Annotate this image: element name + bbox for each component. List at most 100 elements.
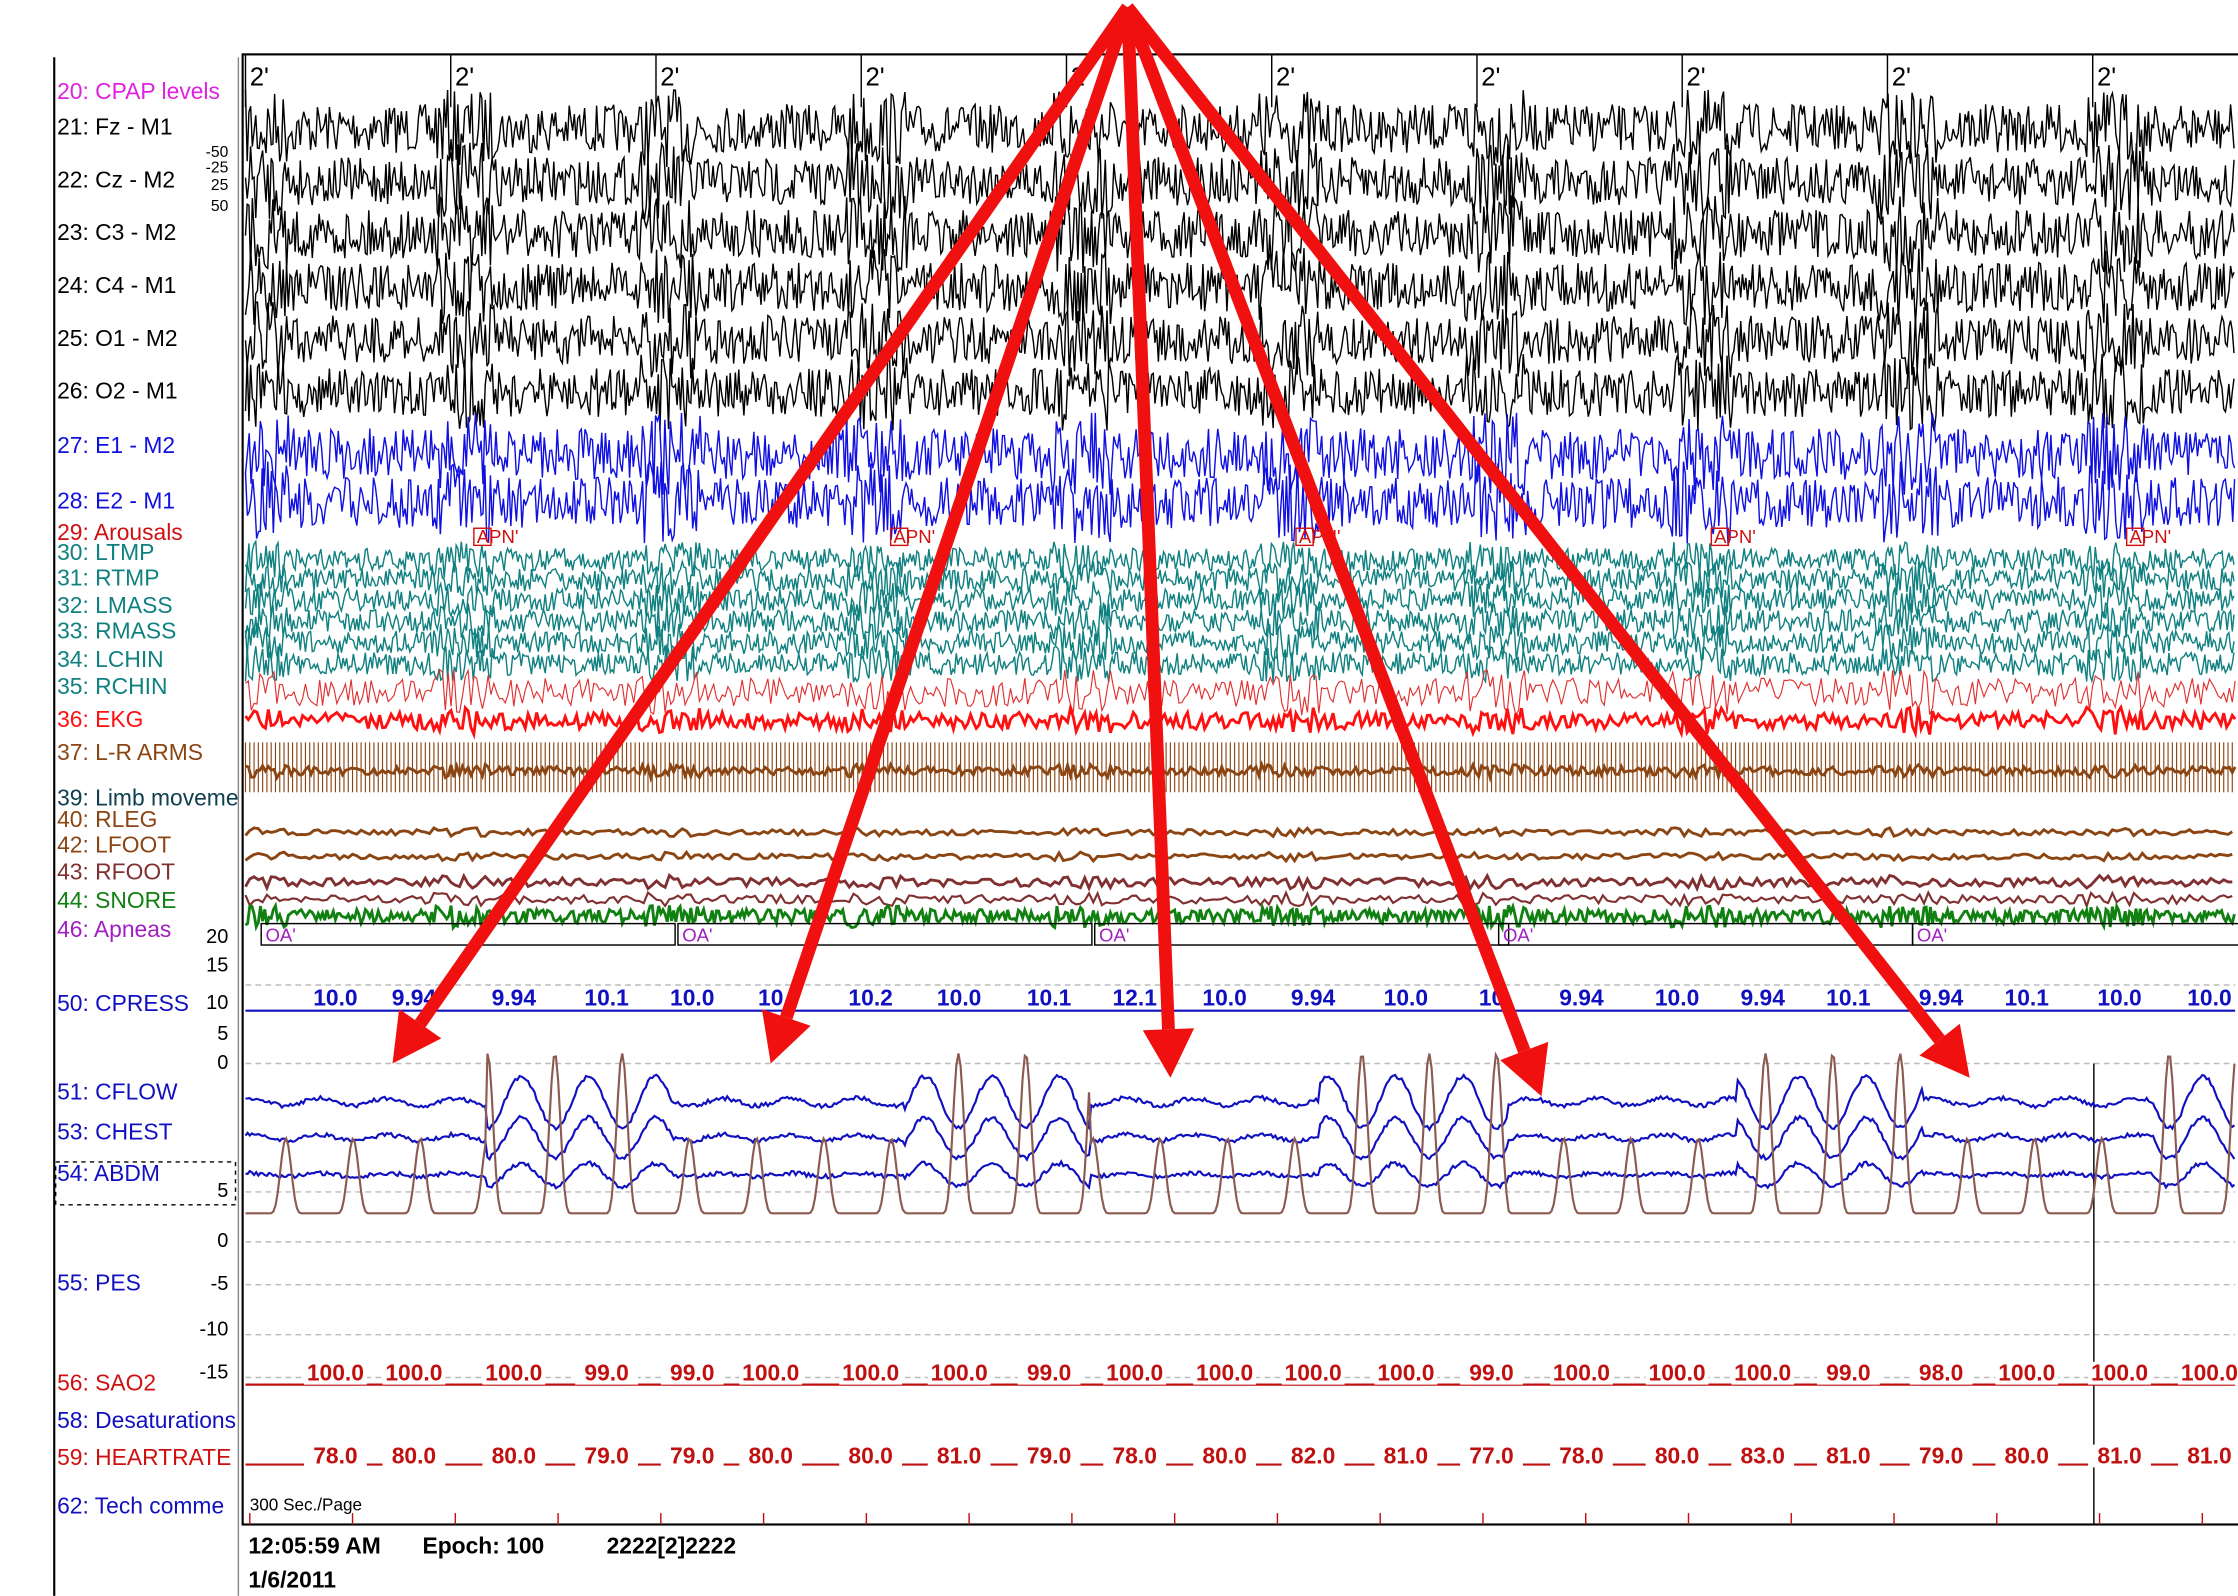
arrow-head: [1919, 1023, 1970, 1078]
arrow-shaft: [1121, 4, 1531, 1054]
time-mark: 2': [1892, 63, 1911, 91]
trace: [244, 459, 2236, 546]
scale-label: 0: [217, 1230, 228, 1252]
trace: [244, 643, 2235, 684]
trace: [244, 890, 2233, 910]
time-mark: 2': [250, 63, 269, 91]
channel-label: 30: LTMP: [57, 539, 154, 565]
value-bg: [1460, 1361, 1523, 1385]
cpress-value: 12.1: [1112, 984, 1157, 1010]
sao2-value: 99.0: [1027, 1360, 1071, 1386]
value-bg: [839, 1444, 903, 1468]
sao2-value: 100.0: [1106, 1360, 1163, 1386]
value-bg: [1645, 1361, 1709, 1385]
cpress-value: 10.0: [1655, 984, 1699, 1010]
apnea-box: [1094, 922, 1510, 946]
channel-label: 32: LMASS: [57, 592, 172, 618]
apnea-event: OA': [1503, 924, 1533, 945]
heartrate-value: 80.0: [492, 1442, 536, 1468]
cpress-value: 10.0: [937, 984, 981, 1010]
value-bg: [1731, 1444, 1795, 1468]
value-bg: [1995, 986, 2059, 1010]
channel-label: 25: O1 - M2: [57, 325, 178, 351]
value-bg: [1017, 1361, 1081, 1385]
channel-label: 46: Apneas: [57, 916, 171, 942]
scale-label: 0: [217, 1052, 228, 1074]
sao2-value: 100.0: [742, 1360, 799, 1386]
value-bg: [1374, 1361, 1438, 1385]
channel-label: 34: LCHIN: [57, 646, 164, 672]
trace: [244, 602, 2235, 642]
trace: [244, 622, 2235, 663]
heartrate-value: 81.0: [2097, 1442, 2141, 1468]
trace: [244, 825, 2234, 839]
value-bg: [2088, 986, 2151, 1010]
cpress-value: 10.1: [584, 984, 629, 1010]
value-bg: [1816, 1444, 1880, 1468]
sao2-value: 100.0: [1553, 1360, 1610, 1386]
sao2-value: 100.0: [842, 1360, 899, 1386]
value-bg: [482, 986, 546, 1010]
channel-label: 31: RTMP: [57, 565, 159, 591]
channel-label: 39: Limb moveme: [57, 784, 238, 810]
apnea-event: OA': [265, 924, 295, 945]
value-bg: [575, 1444, 639, 1468]
scale-label: -5: [211, 1273, 229, 1295]
scale-label: 25: [211, 177, 229, 194]
heartrate-value: 78.0: [313, 1442, 357, 1468]
time-mark: 2': [866, 63, 885, 91]
value-bg: [482, 1444, 546, 1468]
arousal-event: APN': [893, 526, 935, 547]
value-bg: [575, 986, 639, 1010]
trace: [245, 1073, 2236, 1132]
arousal-box: [473, 527, 492, 547]
value-bg: [1816, 986, 1880, 1010]
cpress-value: 10.0: [2187, 984, 2231, 1010]
channel-label: 37: L-R ARMS: [57, 739, 203, 765]
value-bg: [1731, 986, 1795, 1010]
value-bg: [304, 1444, 367, 1468]
trace: [244, 872, 2233, 893]
time-mark: 2': [2097, 63, 2116, 91]
heartrate-value: 83.0: [1740, 1442, 1784, 1468]
cpress-value: 10.2: [848, 984, 892, 1010]
time-mark: 2': [1481, 63, 1500, 91]
value-bg: [575, 1361, 639, 1385]
status-stages: 2222[2]2222: [607, 1532, 736, 1558]
cpress-value: 10.0: [1202, 984, 1246, 1010]
scale-label: -15: [199, 1361, 228, 1383]
heartrate-value: 80.0: [2005, 1442, 2049, 1468]
scale-label: 15: [206, 955, 228, 977]
scale-label: 5: [217, 1180, 228, 1202]
sao2-value: 100.0: [1196, 1360, 1253, 1386]
arrow-shaft: [780, 5, 1134, 1020]
value-bg: [927, 1361, 991, 1385]
arousal-event: APN': [477, 526, 519, 547]
value-bg: [1103, 1444, 1167, 1468]
value-bg: [1281, 986, 1345, 1010]
chart-border: [241, 53, 2238, 1526]
channel-label: 27: E1 - M2: [57, 432, 175, 458]
sao2-value: 99.0: [670, 1360, 714, 1386]
heartrate-value: 80.0: [1655, 1442, 1699, 1468]
trace: [244, 539, 2235, 580]
heartrate-value: 77.0: [1469, 1442, 1513, 1468]
scale-label: -25: [206, 160, 229, 177]
cpress-value: 10.0: [313, 984, 357, 1010]
value-bg: [1017, 1444, 1081, 1468]
value-bg: [1550, 986, 1613, 1010]
trace: [244, 141, 2235, 220]
channel-label: 28: E2 - M1: [57, 488, 175, 514]
value-bg: [1909, 986, 1973, 1010]
value-bg: [660, 986, 724, 1010]
value-bg: [382, 1444, 446, 1468]
value-bg: [1103, 986, 1167, 1010]
value-bg: [1193, 986, 1257, 1010]
trace: [245, 1051, 2236, 1215]
sao2-value: 99.0: [1826, 1360, 1870, 1386]
value-bg: [1193, 1361, 1257, 1385]
heartrate-value: 80.0: [749, 1442, 793, 1468]
